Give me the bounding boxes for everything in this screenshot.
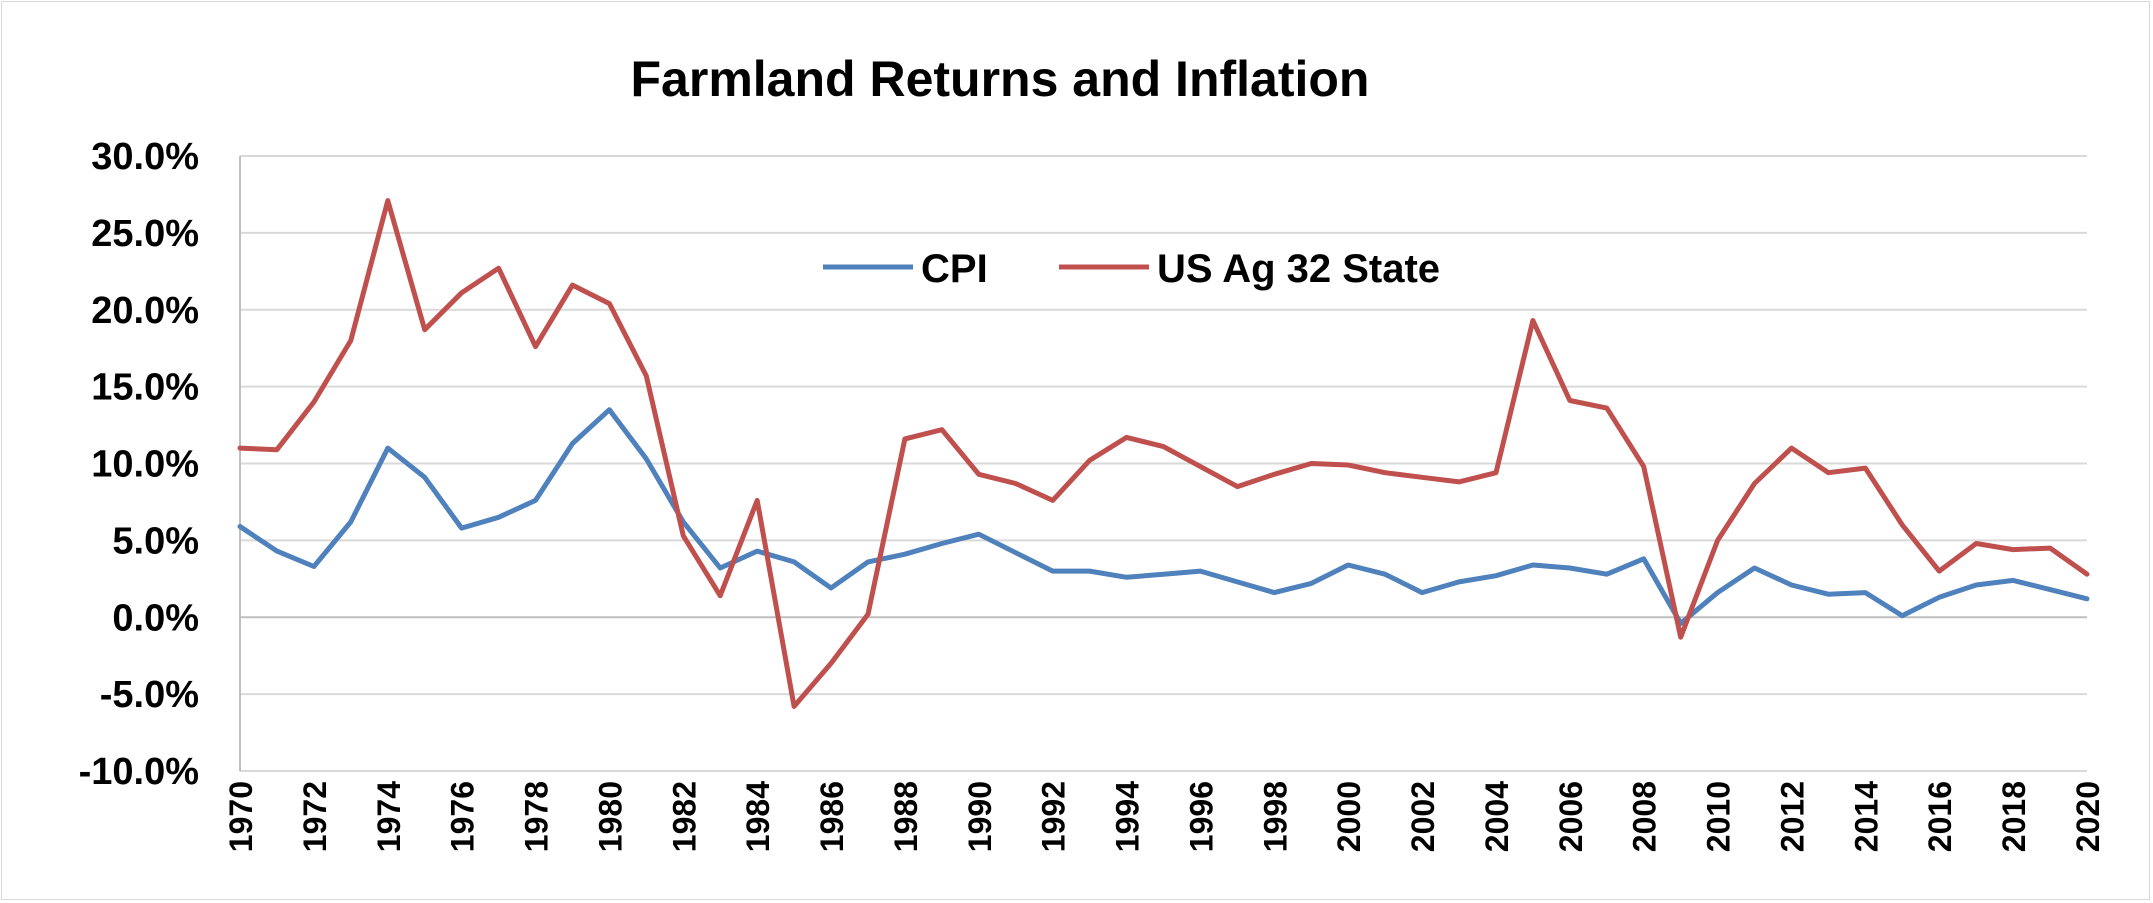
x-tick-label: 1976 [445, 781, 481, 852]
x-tick-label: 2010 [1701, 781, 1737, 852]
x-tick-label: 1980 [592, 781, 628, 852]
x-tick-label: 2012 [1774, 781, 1810, 852]
series-lines [237, 198, 2090, 709]
x-tick-label: 1994 [1110, 781, 1146, 852]
x-tick-label: 2016 [1922, 781, 1958, 852]
axes [239, 156, 2087, 771]
x-tick-label: 1992 [1036, 781, 1072, 852]
x-tick-label: 2014 [1848, 781, 1884, 852]
x-tick-label: 1990 [962, 781, 998, 852]
x-tick-label: 2004 [1479, 781, 1515, 852]
y-tick-label: -10.0% [79, 751, 199, 793]
gridlines [240, 155, 2087, 772]
y-tick-label: 0.0% [112, 597, 199, 639]
x-tick-label: 2002 [1405, 781, 1441, 852]
series-line-cpi [237, 407, 2090, 626]
y-axis-tick-labels: 30.0% 25.0% 20.0% 15.0% 10.0% 5.0% 0.0% -5.0% -1… [79, 136, 199, 793]
x-tick-label: 2000 [1331, 781, 1367, 852]
x-tick-label: 1972 [297, 781, 333, 852]
y-tick-label: 5.0% [112, 520, 199, 562]
legend: CPI US Ag 32 State [823, 247, 1440, 291]
x-tick-label: 1998 [1257, 781, 1293, 852]
x-tick-label: 1970 [223, 781, 259, 852]
legend-label-us-ag-32-state: US Ag 32 State [1157, 247, 1440, 291]
x-tick-label: 1982 [666, 781, 702, 852]
y-tick-label: 20.0% [91, 290, 199, 332]
x-tick-label: 2020 [2070, 781, 2106, 852]
y-tick-label: 30.0% [91, 136, 199, 178]
legend-label-cpi: CPI [921, 247, 988, 291]
x-tick-label: 1988 [888, 781, 924, 852]
x-tick-label: 2018 [1996, 781, 2032, 852]
x-tick-label: 1984 [740, 781, 776, 852]
y-tick-label: 10.0% [91, 444, 199, 486]
x-tick-label: 1974 [371, 781, 407, 852]
y-tick-label: 15.0% [91, 367, 199, 409]
x-tick-label: 2006 [1553, 781, 1589, 852]
chart-title: Farmland Returns and Inflation [631, 51, 1370, 107]
series-line-us-ag-32-state [237, 198, 2090, 709]
y-tick-label: -5.0% [100, 674, 199, 716]
x-tick-label: 1996 [1183, 781, 1219, 852]
x-tick-label: 1978 [519, 781, 555, 852]
y-tick-label: 25.0% [91, 213, 199, 255]
x-axis-tick-labels: 1970 1972 1974 1976 1978 1980 1982 1984 1986 1988… [223, 781, 2106, 852]
x-tick-label: 2008 [1627, 781, 1663, 852]
x-tick-label: 1986 [814, 781, 850, 852]
